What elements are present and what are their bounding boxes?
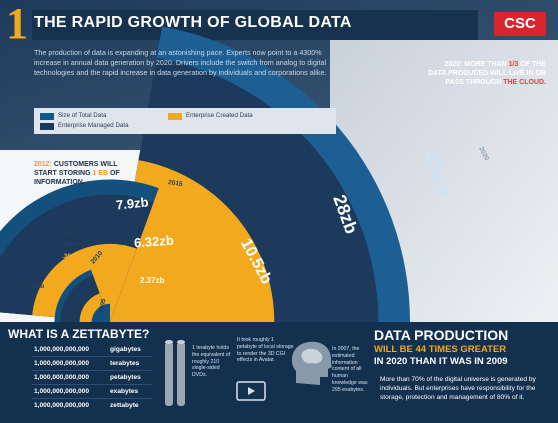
- chart-legend: Size of Total Data Enterprise Created Da…: [34, 108, 336, 134]
- csc-logo: CSC: [494, 12, 546, 36]
- legend-label-managed: Enterprise Managed Data: [58, 122, 129, 129]
- legend-swatch-created: [168, 113, 182, 120]
- value-label-2-37zb: 2.37zb: [140, 276, 165, 285]
- zettabyte-row-number: 1,000,000,000,000: [34, 388, 90, 395]
- note-2012-highlight: 1 EB: [92, 170, 109, 177]
- note-2020-highlight-2: THE CLOUD.: [503, 79, 546, 86]
- zettabyte-row-number: 1,000,000,000,000: [34, 374, 90, 381]
- zettabyte-row-unit: petabytes: [110, 374, 141, 381]
- sector-total-2005: [91, 303, 110, 322]
- value-label-79zb: .79zb: [28, 283, 45, 290]
- zettabyte-row-number: 1,000,000,000,000: [34, 402, 90, 409]
- zettabyte-row: 1,000,000,000,000 exabytes: [34, 388, 138, 396]
- zettabyte-row: 1,000,000,000,000 gigabytes: [34, 346, 141, 354]
- zettabyte-row-unit: exabytes: [110, 388, 139, 395]
- zettabyte-row-unit: gigabytes: [110, 346, 141, 353]
- fact-avatar: It took roughly 1 petabyte of local stor…: [237, 337, 294, 364]
- legend-label-created: Enterprise Created Data: [186, 112, 253, 119]
- brain-head-icon: [291, 341, 332, 385]
- zettabyte-row-number: 1,000,000,000,000: [34, 360, 90, 367]
- legend-swatch-total: [40, 113, 54, 120]
- fact-brain: In 2007, the estimated information conte…: [332, 346, 368, 393]
- value-label-36zb: .36zb: [62, 253, 79, 260]
- legend-swatch-managed: [40, 123, 54, 130]
- zettabyte-row-number: 1,000,000,000,000: [34, 346, 90, 353]
- fact-dvds: 1 terabyte holds the equivalent of rough…: [192, 345, 231, 379]
- zettabyte-row: 1,000,000,000,000 zettabyte: [34, 402, 139, 410]
- zettabyte-divider: [32, 398, 152, 399]
- data-production-subtitle-2: IN 2020 THAN IT WAS IN 2009: [374, 356, 508, 367]
- note-2012: 2012: CUSTOMERS WILL START STORING 1 EB …: [34, 160, 134, 187]
- note-2012-text-2: OF INFORMATION.: [34, 170, 120, 186]
- note-2012-text-1: CUSTOMERS WILL START STORING: [34, 161, 118, 177]
- zettabyte-row: 1,000,000,000,000 terabytes: [34, 360, 139, 368]
- note-2020: 2020: MORE THAN 1/3 OF THE DATA PRODUCED…: [428, 60, 546, 87]
- note-2020-text-2: OF THE DATA PRODUCED WILL LIVE IN OR PAS…: [428, 61, 546, 86]
- video-player-icon: [236, 381, 266, 401]
- value-label-96zb: .96zb: [62, 241, 79, 248]
- note-2012-year: 2012:: [34, 161, 54, 168]
- data-production-subtitle-1: WILL BE 44 TIMES GREATER: [374, 344, 507, 355]
- intro-text: The production of data is expanding at a…: [34, 48, 327, 77]
- data-production-title: DATA PRODUCTION: [374, 327, 509, 343]
- legend-label-total: Size of Total Data: [58, 112, 107, 119]
- bottom-panel: [0, 322, 558, 423]
- page-title: THE RAPID GROWTH OF GLOBAL DATA: [34, 14, 352, 31]
- zettabyte-row: 1,000,000,000,000 petabytes: [34, 374, 141, 382]
- title-bar: [32, 10, 478, 40]
- dvd-stack-icon: [165, 340, 185, 406]
- zettabyte-divider: [32, 370, 152, 371]
- zettabyte-row-unit: terabytes: [110, 360, 140, 367]
- section-number: 1: [6, 0, 28, 48]
- zettabyte-row-unit: zettabyte: [110, 402, 139, 409]
- zettabyte-title: WHAT IS A ZETTABYTE?: [8, 327, 150, 341]
- zettabyte-divider: [32, 356, 152, 357]
- data-production-body: More than 70% of the digital universe is…: [380, 376, 536, 401]
- note-2020-highlight-1: 1/3: [508, 61, 519, 68]
- zettabyte-divider: [32, 384, 152, 385]
- value-label-6-32zb: 6.32zb: [133, 232, 175, 251]
- note-2020-text-1: 2020: MORE THAN: [444, 61, 509, 68]
- value-label-1-2zb: 1.2zb: [62, 229, 79, 236]
